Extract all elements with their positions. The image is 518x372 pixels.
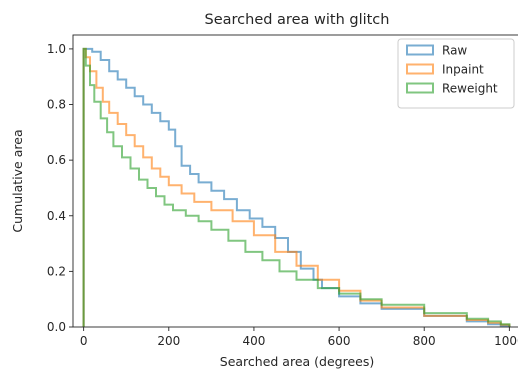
y-tick-label: 0.0 (47, 320, 66, 334)
legend-label: Reweight (442, 82, 498, 96)
x-tick-label: 600 (328, 334, 351, 348)
plot-frame (72, 34, 518, 328)
x-tick-label: 200 (157, 334, 180, 348)
x-axis-label: Searched area (degrees) (220, 354, 374, 369)
y-tick-label: 1.0 (47, 42, 66, 56)
y-tick-label: 0.6 (47, 153, 66, 167)
legend: Raw Inpaint Reweight (397, 38, 515, 109)
legend-swatch (406, 82, 434, 94)
x-tick-label: 0 (80, 334, 88, 348)
y-tick-label: 0.8 (47, 98, 66, 112)
y-tick-label: 0.4 (47, 209, 66, 223)
legend-label: Raw (442, 44, 467, 58)
y-ticks: 0.0 0.2 0.4 0.6 0.8 1.0 (47, 42, 73, 334)
x-tick-label: 800 (413, 334, 436, 348)
x-tick-label: 400 (242, 334, 265, 348)
y-axis-label: Cumulative area (10, 129, 25, 232)
y-tick-label: 0.2 (47, 264, 66, 278)
chart-title: Searched area with glitch (205, 12, 390, 28)
series-layer (82, 47, 511, 327)
series-line-inpaint (82, 47, 511, 327)
legend-label: Inpaint (442, 63, 484, 77)
legend-swatch (406, 44, 434, 56)
legend-swatch (406, 63, 434, 75)
legend-frame (397, 38, 515, 109)
series-line-reweight (82, 47, 511, 327)
